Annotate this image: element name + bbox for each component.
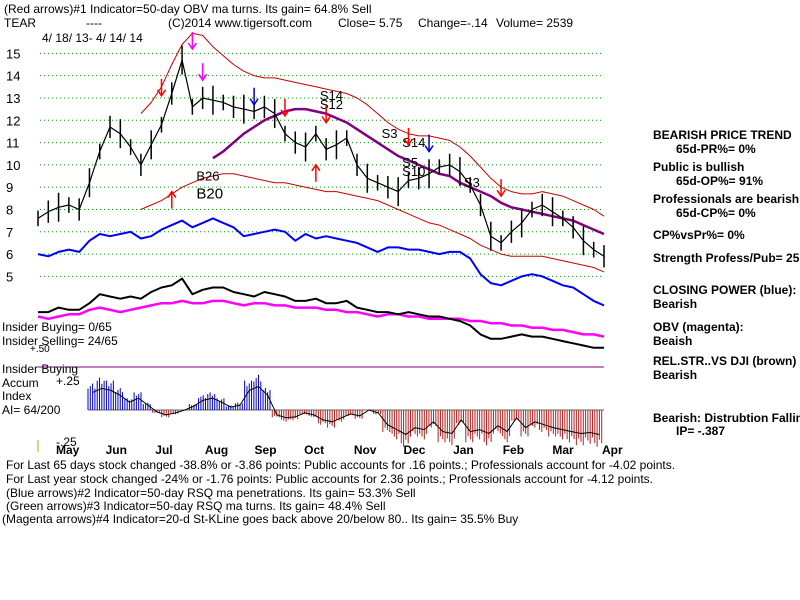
x-tick-label: Apr [602,443,623,457]
y-tick-label: 15 [6,46,20,61]
y-tick-label: 14 [6,69,20,84]
accum-label: Accum [2,376,39,390]
signal-annotation: B26 [196,168,219,183]
relstr-status: Bearish [653,368,698,382]
signal-arrow-head [198,73,208,82]
close-value: Close= 5.75 [338,16,403,30]
distribution-status: Bearish: Distrubtion Falling [653,411,800,425]
ip-value: IP= -.387 [676,424,726,438]
signal-annotation: S3 [382,126,398,141]
signal-annotation: S10 [402,164,425,179]
signal-arrow-head [496,189,506,198]
date-range: 4/ 18/ 13- 4/ 14/ 14 [42,31,143,45]
closing-power-label: CLOSING POWER (blue): [653,283,797,297]
footer-magenta-arrows: (Magenta arrows)#4 Indicator=20-d St-KLi… [2,512,519,526]
x-tick-label: Oct [304,443,324,457]
axis-minus-25: -.25 [56,435,77,449]
professionals-status: Professionals are bearish [653,192,800,206]
y-tick-label: 11 [6,136,20,151]
insider-buying: Insider Buying= 0/65 [2,320,112,334]
x-tick-label: Feb [503,443,524,457]
y-tick-label: 12 [6,113,20,128]
public-status: Public is bullish [653,160,745,174]
signal-arrow-head [280,109,290,118]
x-tick-label: Mar [552,443,574,457]
y-tick-label: 10 [6,158,20,173]
y-tick-label: 8 [6,202,13,217]
signal-annotation: S14 [402,135,425,150]
x-tick-label: Sep [255,443,277,457]
accum-ma-line [92,385,600,436]
rel-str-line [38,277,604,349]
x-tick-label: Jan [453,443,474,457]
axis-plus-50: +.50 [30,344,50,355]
copyright-site: (C)2014 www.tigersoft.com [168,16,313,30]
ticker-symbol: TEAR [4,16,37,30]
op-value: 65d-OP%= 91% [676,174,764,188]
upper-band-line [140,32,605,217]
volume-value: Volume= 2539 [496,16,574,30]
axis-plus-25: +.25 [56,374,80,388]
pr-value: 65d-PR%= 0% [676,142,756,156]
signal-arrow-head [321,116,331,124]
index-label: Index [2,389,32,403]
obv-label: OBV (magenta): [653,320,744,334]
x-tick-label: Dec [403,443,425,457]
signal-arrow-head [187,42,197,51]
trend-title: BEARISH PRICE TREND [653,128,792,142]
footer-line-year: For Last year stock changed -24% or -1.7… [6,472,654,486]
signal-arrow-head [311,163,321,172]
obv-line [37,299,605,338]
y-tick-label: 5 [6,269,13,284]
y-tick-label: 7 [6,225,13,240]
closing-power-line [37,217,605,307]
cp-value: 65d-CP%= 0% [676,206,756,220]
relstr-label: REL.STR..VS DJI (brown) [653,354,797,368]
insider-selling: Insider Selling= 24/65 [2,334,118,348]
signal-arrow-head [156,89,167,98]
y-tick-label: 6 [6,247,13,262]
footer-line-65d: For Last 65 days stock changed -38.8% or… [6,458,676,472]
lower-band-line [140,173,605,273]
signal-arrow-head [424,145,434,153]
x-tick-label: Jun [106,443,127,457]
indicator-1-caption: (Red arrows)#1 Indicator=50-day OBV ma t… [4,2,372,16]
change-value: Change=-.14 [418,16,488,30]
strength-value: Strength Profess/Pub= 25 [653,251,800,265]
signal-arrow-head [167,190,177,198]
y-tick-label: 9 [6,180,13,195]
signal-annotation: S3 [464,175,480,190]
footer-green-arrows: (Green arrows)#3 Indicator=50-day RSQ ma… [6,499,386,513]
signal-annotation: B20 [196,185,223,202]
signal-annotation: S14 [320,88,343,103]
y-tick-label: 13 [6,91,20,106]
cpvspr-value: CP%vsPr%= 0% [653,228,745,242]
price-chart: 5 6 7 8 9 10 11 12 13 14 15 May Jun Jul Aug Sep Oct Nov De… [6,32,623,457]
x-tick-label: Aug [205,443,228,457]
ai-value: AI= 64/200 [2,403,61,417]
signal-annotation: S5 [402,155,418,170]
signal-annotation: S12 [320,97,343,112]
insider-buying-label: Insider Buying [2,362,79,376]
obv-status: Beaish [653,334,693,348]
footer-blue-arrows: (Blue arrows)#2 Indicator=50-day RSQ ma … [6,486,416,500]
x-tick-label: Jul [155,443,172,457]
closing-power-status: Bearish [653,297,698,311]
ticker-dashes: ---- [86,16,102,30]
x-tick-label: Nov [354,443,377,457]
x-tick-label: May [56,443,80,457]
ma50-line [212,107,605,236]
price-line [37,59,605,257]
signal-arrow-head [249,98,259,107]
signal-arrow-head [403,138,414,147]
